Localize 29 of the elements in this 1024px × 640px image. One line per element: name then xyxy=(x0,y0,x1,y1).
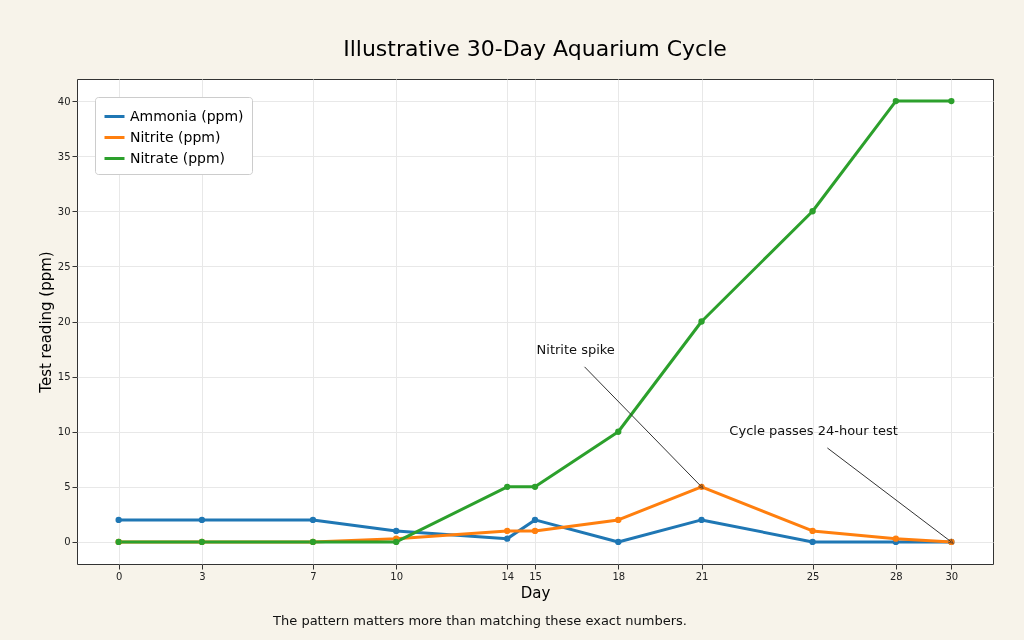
annotation: Nitrite spike xyxy=(536,341,615,357)
text: The pattern matters more than matching these exact numbers. xyxy=(272,613,687,628)
x-tick-label: 21 xyxy=(695,570,709,582)
y-tick-label: 15 xyxy=(57,371,71,383)
y-tick-label: 40 xyxy=(57,95,71,107)
x-tick-label: 7 xyxy=(310,570,317,582)
annotation: Cycle passes 24-hour test xyxy=(729,422,898,438)
y-tick-label: 5 xyxy=(64,481,71,493)
y-tick-label: 30 xyxy=(57,205,71,217)
legend-label: Ammonia (ppm) xyxy=(130,107,244,124)
y-tick-label: 35 xyxy=(57,150,71,162)
y-tick-label: 25 xyxy=(57,260,71,272)
x-tick-label: 10 xyxy=(390,570,404,582)
x-tick-label: 18 xyxy=(612,570,626,582)
x-tick-label: 30 xyxy=(945,570,959,582)
x-tick-label: 0 xyxy=(115,570,123,582)
y-axis-title: Test reading (ppm) xyxy=(36,251,55,394)
legend-label: Nitrate (ppm) xyxy=(130,149,226,166)
x-axis-title: Day xyxy=(520,583,551,602)
y-tick-label: 0 xyxy=(64,536,71,548)
legend-label: Nitrite (ppm) xyxy=(130,128,221,145)
chart-title: Illustrative 30-Day Aquarium Cycle xyxy=(343,36,727,61)
y-tick-label: 10 xyxy=(57,426,71,438)
x-tick-label: 28 xyxy=(889,570,903,582)
x-tick-label: 3 xyxy=(199,570,206,582)
x-tick-label: 14 xyxy=(501,570,515,582)
x-tick-label: 15 xyxy=(529,570,542,582)
x-tick-label: 25 xyxy=(806,570,820,582)
y-tick-label: 20 xyxy=(57,316,71,327)
